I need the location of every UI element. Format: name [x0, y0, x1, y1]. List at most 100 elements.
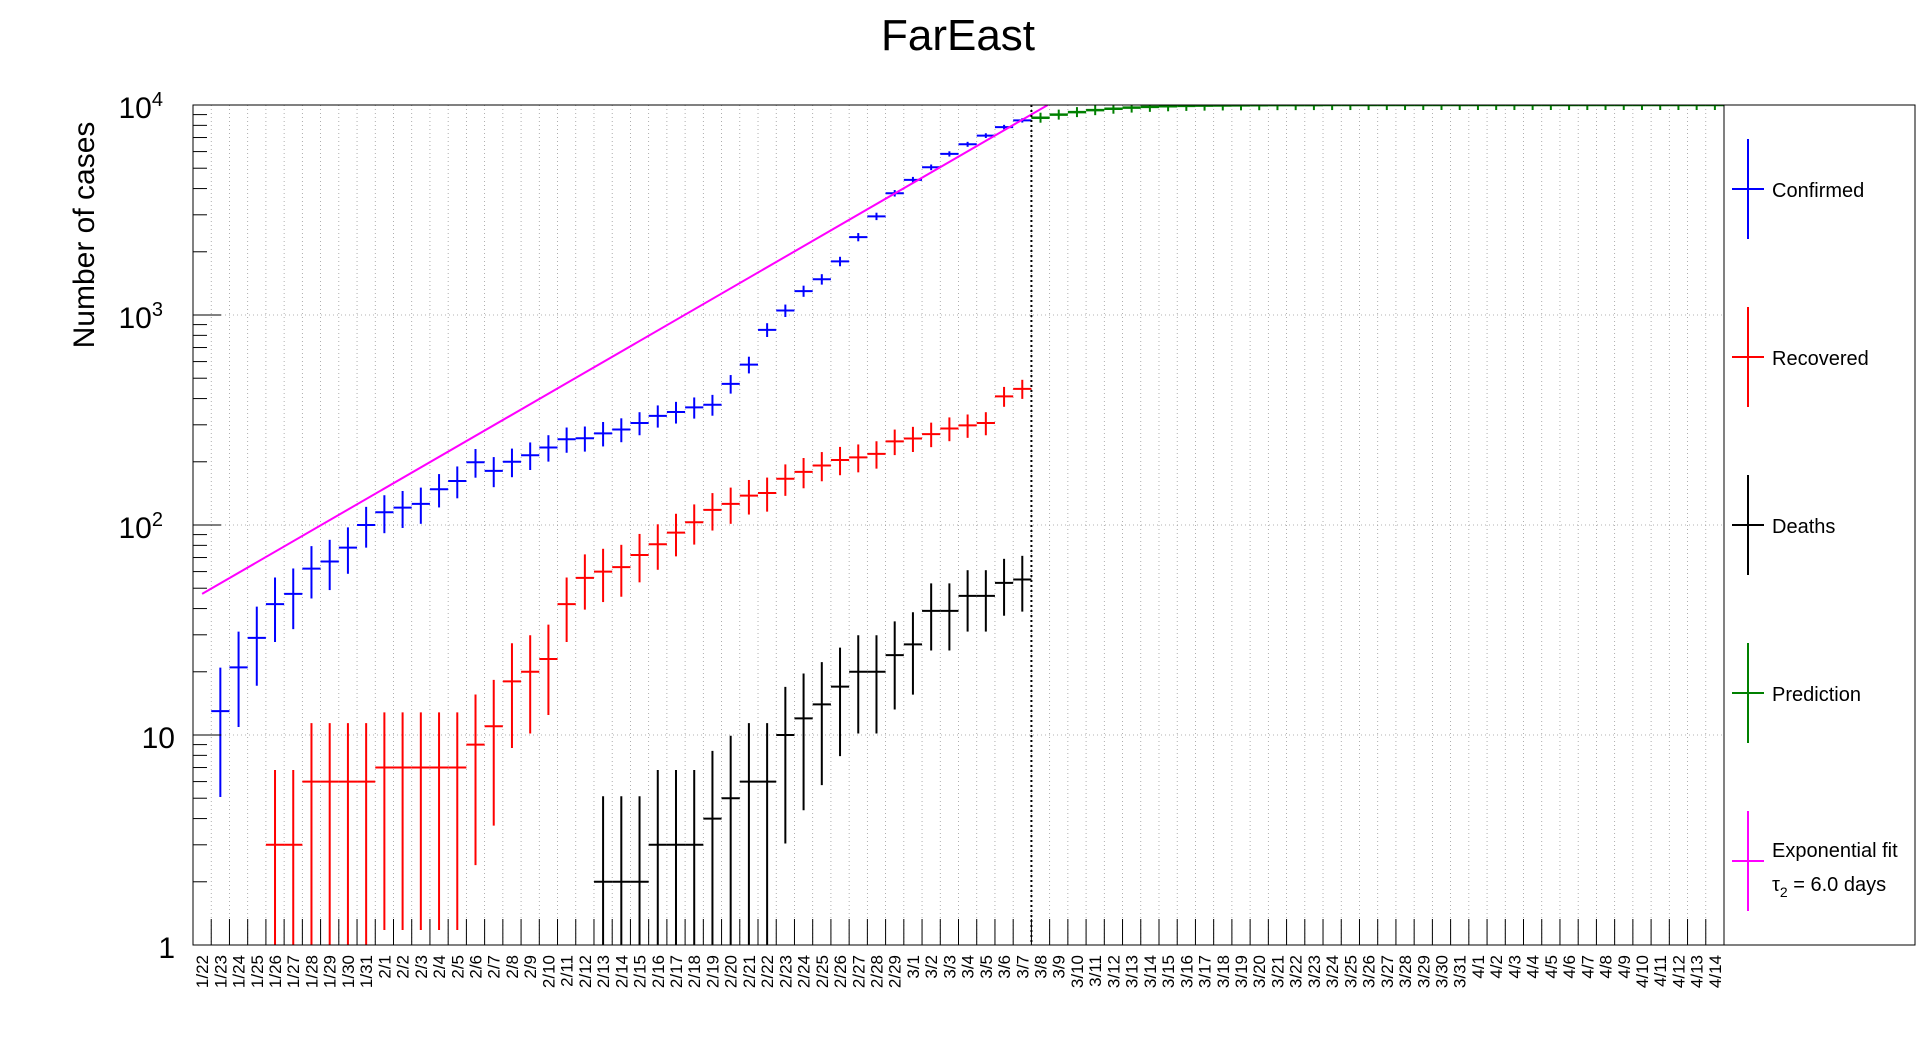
x-tick-label: 2/15: [631, 955, 650, 988]
x-tick-label: 4/9: [1615, 955, 1634, 979]
x-tick-label: 3/16: [1177, 955, 1196, 988]
x-tick-label: 3/14: [1141, 955, 1160, 988]
x-tick-label: 1/24: [230, 955, 249, 988]
x-tick-label: 1/28: [302, 955, 321, 988]
y-tick-label: 10: [142, 722, 175, 755]
x-tick-label: 3/22: [1287, 955, 1306, 988]
x-tick-label: 2/8: [503, 955, 522, 979]
x-tick-label: 2/3: [412, 955, 431, 979]
series-deaths: [593, 555, 1032, 945]
x-tick-label: 2/12: [576, 955, 595, 988]
x-tick-label: 3/24: [1323, 955, 1342, 988]
y-tick-label: 104: [119, 89, 164, 125]
axes: 1 10 102 103 104 1/22 1/23 1/24 1/25 1/26 1/27 1/28…: [119, 89, 1725, 988]
x-tick-label: 2/7: [485, 955, 504, 979]
x-tick-label: 3/27: [1378, 955, 1397, 988]
x-tick-label: 2/27: [849, 955, 868, 988]
x-tick-label: 1/27: [284, 955, 303, 988]
x-tick-label: 4/3: [1505, 955, 1524, 979]
x-tick-label: 3/21: [1268, 955, 1287, 988]
x-tick-label: 2/26: [831, 955, 850, 988]
x-tick-label: 3/10: [1068, 955, 1087, 988]
legend: Confirmed Recovered Deaths Prediction Expone…: [1723, 104, 1916, 946]
x-tick-label: 3/5: [977, 955, 996, 979]
x-tick-label: 2/25: [813, 955, 832, 988]
x-tick-label: 4/10: [1633, 955, 1652, 988]
x-tick-label: 2/13: [594, 955, 613, 988]
x-tick-label: 2/16: [649, 955, 668, 988]
x-tick-label: 2/23: [776, 955, 795, 988]
chart-title: FarEast: [881, 11, 1035, 60]
legend-label-prediction: Prediction: [1772, 684, 1861, 706]
x-tick-label: 2/14: [612, 955, 631, 988]
x-tick-label: 4/7: [1578, 955, 1597, 979]
x-tick-label: 1/23: [211, 955, 230, 988]
x-tick-label: 1/29: [321, 955, 340, 988]
x-tick-label: 2/18: [685, 955, 704, 988]
x-tick-label: 3/6: [995, 955, 1014, 979]
x-tick-label: 2/6: [467, 955, 486, 979]
x-tick-label: 3/7: [1013, 955, 1032, 979]
x-tick-label: 4/11: [1651, 955, 1670, 987]
y-tick-label: 103: [119, 299, 164, 335]
x-tick-label: 3/25: [1341, 955, 1360, 988]
x-tick-label: 4/13: [1688, 955, 1707, 988]
x-tick-label: 2/22: [758, 955, 777, 988]
x-tick-label: 3/12: [1104, 955, 1123, 988]
x-tick-label: 3/18: [1214, 955, 1233, 988]
x-tick-label: 2/17: [667, 955, 686, 988]
x-tick-label: 4/14: [1706, 955, 1725, 988]
x-tick-label: 3/17: [1196, 955, 1215, 988]
x-tick-label: 4/12: [1669, 955, 1688, 988]
x-tick-label: 3/1: [904, 955, 923, 979]
x-tick-label: 3/30: [1432, 955, 1451, 988]
legend-sublabel-exponential-fit: τ2 = 6.0 days: [1772, 874, 1886, 900]
x-tick-label: 2/5: [448, 955, 467, 979]
legend-label-exponential-fit: Exponential fit: [1772, 840, 1898, 862]
y-axis-label: Number of cases: [68, 122, 101, 349]
x-tick-label: 1/31: [357, 955, 376, 988]
x-tick-label: 2/1: [375, 955, 394, 979]
y-tick-label: 102: [119, 509, 164, 545]
x-tick-label: 2/28: [867, 955, 886, 988]
x-tick-label: 4/6: [1560, 955, 1579, 979]
x-tick-label: 4/2: [1487, 955, 1506, 979]
x-tick-label: 2/9: [521, 955, 540, 979]
legend-label-recovered: Recovered: [1772, 348, 1869, 370]
series-confirmed: [211, 118, 1032, 797]
x-tick-label: 2/10: [539, 955, 558, 988]
x-tick-label: 3/20: [1250, 955, 1269, 988]
x-tick-label: 3/15: [1159, 955, 1178, 988]
x-tick-label: 2/20: [722, 955, 741, 988]
x-tick-label: 2/4: [430, 955, 449, 979]
x-tick-label: 1/22: [193, 955, 212, 988]
exponential-fit-line: [201, 105, 1049, 595]
x-tick-label: 4/4: [1524, 955, 1543, 979]
x-tick-label: 2/2: [394, 955, 413, 979]
x-tick-label: 3/3: [940, 955, 959, 979]
x-tick-label: 3/9: [1050, 955, 1069, 979]
x-tick-label: 1/30: [339, 955, 358, 988]
x-tick-label: 3/4: [959, 955, 978, 979]
x-tick-label: 3/31: [1451, 955, 1470, 988]
series-layer: [201, 105, 1724, 945]
x-tick-label: 3/28: [1396, 955, 1415, 988]
x-tick-label: 3/11: [1086, 955, 1105, 987]
x-tick-label: 3/13: [1123, 955, 1142, 988]
legend-label-confirmed: Confirmed: [1772, 180, 1864, 202]
x-tick-label: 1/26: [266, 955, 285, 988]
series-recovered: [265, 379, 1032, 945]
x-tick-label: 3/8: [1032, 955, 1051, 979]
x-tick-label: 3/19: [1232, 955, 1251, 988]
x-tick-label: 3/23: [1305, 955, 1324, 988]
y-tick-label: 1: [158, 932, 175, 965]
x-tick-label: 2/21: [740, 955, 759, 988]
x-tick-label: 3/2: [922, 955, 941, 979]
x-tick-label: 3/29: [1414, 955, 1433, 988]
x-tick-label: 3/26: [1360, 955, 1379, 988]
x-tick-label: 4/1: [1469, 955, 1488, 979]
x-tick-label: 2/11: [558, 955, 577, 987]
x-tick-label: 4/5: [1542, 955, 1561, 979]
